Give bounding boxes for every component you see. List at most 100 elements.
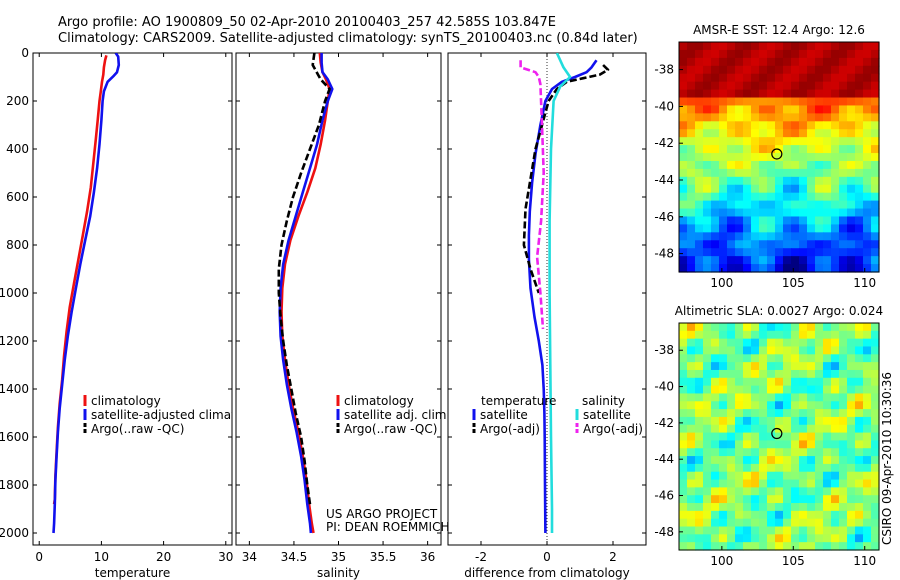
map-cell [799, 121, 808, 130]
map-cell [799, 264, 808, 273]
map-cell [831, 145, 840, 154]
map-cell [719, 168, 728, 178]
map-cell [791, 73, 800, 83]
map-cell [679, 518, 688, 528]
map-cell [719, 346, 728, 355]
series-group [519, 53, 610, 534]
map-cell [847, 264, 856, 273]
map-cell [751, 338, 760, 348]
map-cell [823, 216, 832, 226]
map-cell [855, 463, 864, 473]
map-cell [863, 542, 872, 551]
map-cell [743, 463, 752, 473]
map-cell [679, 448, 688, 457]
map-cell [719, 401, 728, 410]
map-cell [711, 105, 720, 114]
map-cell [839, 510, 848, 520]
map-cell [775, 192, 784, 202]
map-cell [863, 232, 872, 241]
map-cell [735, 338, 744, 348]
map-cell [807, 526, 816, 535]
side-timestamp: CSIRO 09-Apr-2010 10:30:36 [880, 372, 894, 545]
map-cell [775, 240, 784, 249]
map-cell [815, 49, 824, 59]
map-cell [855, 256, 864, 265]
map-cell [831, 232, 840, 241]
map-cell [863, 385, 872, 395]
map-cell [775, 463, 784, 473]
map-cell [783, 121, 792, 130]
map-cell [711, 224, 720, 233]
y-tick-label: -46 [654, 489, 674, 503]
map-cell [767, 526, 776, 535]
map-cell [759, 424, 768, 434]
map-cell [735, 424, 744, 434]
map-cell [783, 479, 792, 488]
map-cell [823, 81, 832, 91]
map-cell [703, 456, 712, 465]
temperature-profile-panel: 0 10 20 30020040060080010001200140016001800… [0, 46, 233, 580]
map-cell [743, 456, 752, 465]
map-cell [727, 216, 736, 226]
map-cell [783, 248, 792, 257]
x-tick-label: 100 [710, 554, 733, 568]
map-cell [823, 518, 832, 528]
map-cell [703, 503, 712, 512]
map-cell [799, 518, 808, 528]
map-cell [767, 208, 776, 218]
map-cell [727, 200, 736, 210]
map-cell [847, 184, 856, 194]
map-cell [815, 338, 824, 348]
map-cell [727, 440, 736, 449]
map-cell [679, 393, 688, 402]
map-cell [799, 440, 808, 449]
map-cell [815, 160, 824, 170]
map-cell [767, 184, 776, 194]
map-cell [807, 471, 816, 481]
map-cell [695, 503, 704, 512]
map-cell [679, 42, 688, 51]
map-cell [863, 73, 872, 83]
map-cell [863, 518, 872, 528]
map-cell [783, 105, 792, 114]
map-cell [871, 479, 880, 488]
map-cell [823, 510, 832, 520]
map-cell [759, 113, 768, 122]
map-cell [847, 81, 856, 91]
map-cell [711, 137, 720, 146]
map-cell [679, 424, 688, 434]
map-cell [799, 145, 808, 154]
map-cell [807, 369, 816, 379]
map-cell [767, 232, 776, 241]
map-cell [687, 57, 696, 67]
map-cell [815, 224, 824, 233]
map-cell [823, 487, 832, 496]
map-cell [855, 518, 864, 528]
map-cell [847, 160, 856, 170]
map-cell [767, 248, 776, 257]
map-cell [823, 432, 832, 442]
map-cell [743, 160, 752, 170]
map-cell [823, 463, 832, 473]
map-cell [847, 393, 856, 402]
map-cell [847, 487, 856, 496]
map-cell [799, 432, 808, 442]
map-cell [871, 526, 880, 535]
map-cell [759, 192, 768, 202]
map-cell [839, 362, 848, 371]
map-cell [719, 81, 728, 91]
map-cell [703, 145, 712, 154]
map-cell [783, 200, 792, 210]
map-cell [735, 401, 744, 410]
map-cell [799, 471, 808, 481]
map-cell [711, 323, 720, 332]
map-cell [839, 192, 848, 202]
map-cell [679, 248, 688, 257]
map-cell [783, 510, 792, 520]
map-cell [767, 97, 776, 107]
map-cell [759, 232, 768, 241]
legend-label: satellite [583, 408, 631, 422]
map-cell [679, 216, 688, 226]
map-cell [823, 495, 832, 504]
